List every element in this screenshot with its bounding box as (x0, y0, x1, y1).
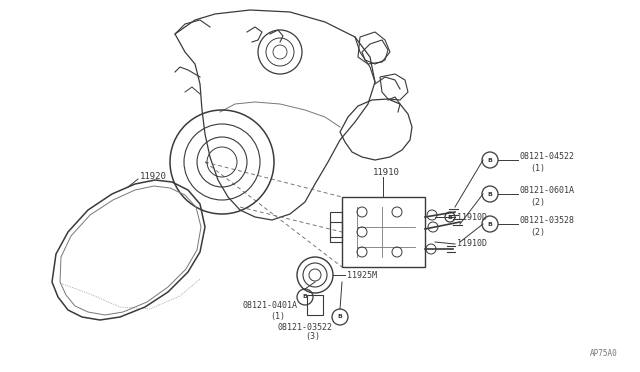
Text: 11910D: 11910D (457, 240, 487, 248)
Text: 08121-0601A: 08121-0601A (520, 186, 575, 195)
Text: B: B (447, 215, 452, 219)
Text: 08121-04522: 08121-04522 (520, 151, 575, 160)
Text: B: B (303, 295, 307, 299)
Text: 11910D: 11910D (457, 212, 487, 221)
Text: 08121-03522: 08121-03522 (278, 323, 333, 331)
Text: 11910: 11910 (373, 167, 400, 176)
Text: 11920: 11920 (140, 171, 167, 180)
Text: B: B (488, 157, 492, 163)
Text: (3): (3) (305, 333, 321, 341)
Text: 08121-0401A: 08121-0401A (243, 301, 298, 311)
Text: AP75A0: AP75A0 (590, 350, 618, 359)
Text: (2): (2) (530, 198, 545, 206)
Text: 11925M: 11925M (347, 270, 377, 279)
Text: (1): (1) (271, 311, 285, 321)
Text: B: B (488, 192, 492, 196)
Text: B: B (337, 314, 342, 320)
Text: B: B (488, 221, 492, 227)
Text: (2): (2) (530, 228, 545, 237)
Text: 08121-03528: 08121-03528 (520, 215, 575, 224)
Text: (1): (1) (530, 164, 545, 173)
